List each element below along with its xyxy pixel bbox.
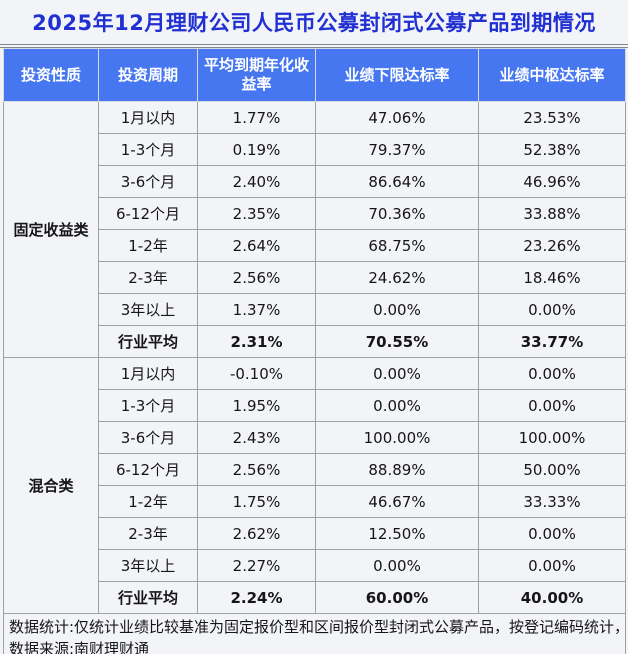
mid-rate-cell: 33.88% xyxy=(478,197,626,230)
table-body: 固定收益类 1月以内 1.77% 47.06% 23.53% 1-3个月 0.19% 79.3… xyxy=(3,101,626,614)
table-row: 3-6个月 2.40% 86.64% 46.96% xyxy=(4,165,626,198)
lower-rate-cell: 88.89% xyxy=(315,453,479,486)
avg-yield-cell: 2.56% xyxy=(197,453,316,486)
avg-yield-cell: 2.35% xyxy=(197,197,316,230)
maturity-table: 投资性质 投资周期 平均到期年化收益率 业绩下限达标率 业绩中枢达标率 固定收益… xyxy=(3,48,628,654)
avg-yield-cell: 2.27% xyxy=(197,549,316,582)
footer-note-line1: 数据统计:仅统计业绩比较基准为固定报价型和区间报价型封闭式公募产品，按登记编码统… xyxy=(9,618,628,636)
lower-rate-cell: 47.06% xyxy=(315,101,479,134)
table-row: 2-3年 2.56% 24.62% 18.46% xyxy=(4,261,626,294)
lower-rate-cell: 68.75% xyxy=(315,229,479,262)
avg-yield-cell: 2.56% xyxy=(197,261,316,294)
table-row: 混合类 1月以内 -0.10% 0.00% 0.00% xyxy=(3,357,626,614)
page-title: 2025年12月理财公司人民币公募封闭式公募产品到期情况 xyxy=(32,11,596,35)
mid-rate-cell: 0.00% xyxy=(478,517,626,550)
avg-yield-cell: 1.77% xyxy=(197,101,316,134)
mid-rate-cell: 33.33% xyxy=(478,485,626,518)
table-row: 2-3年 2.62% 12.50% 0.00% xyxy=(4,517,626,550)
period-cell: 2-3年 xyxy=(98,261,198,294)
period-cell: 6-12个月 xyxy=(98,453,198,486)
table-row: 固定收益类 1月以内 1.77% 47.06% 23.53% xyxy=(3,101,626,358)
period-cell: 1-2年 xyxy=(98,229,198,262)
lower-rate-cell: 46.67% xyxy=(315,485,479,518)
avg-yield-cell: 2.40% xyxy=(197,165,316,198)
period-cell: 6-12个月 xyxy=(98,197,198,230)
period-cell: 2-3年 xyxy=(98,517,198,550)
lower-rate-cell: 100.00% xyxy=(315,421,479,454)
avg-yield-cell: 2.24% xyxy=(197,581,316,614)
table-row: 1-2年 2.64% 68.75% 23.26% xyxy=(4,229,626,262)
table-row: 1-3个月 1.95% 0.00% 0.00% xyxy=(4,389,626,422)
footer-row: 数据统计:仅统计业绩比较基准为固定报价型和区间报价型封闭式公募产品，按登记编码统… xyxy=(3,613,628,654)
header-cell-investment-type: 投资性质 xyxy=(3,48,99,102)
footer-note-line2: 数据来源:南财理财通 xyxy=(9,639,150,654)
period-cell: 1月以内 xyxy=(98,101,198,134)
mid-rate-cell: 0.00% xyxy=(478,293,626,326)
mid-rate-cell: 40.00% xyxy=(478,581,626,614)
header-cell-mid-rate: 业绩中枢达标率 xyxy=(478,48,626,102)
header-cell-avg-yield: 平均到期年化收益率 xyxy=(197,48,316,102)
period-cell: 3年以上 xyxy=(98,293,198,326)
period-cell: 行业平均 xyxy=(98,581,198,614)
avg-yield-cell: 2.62% xyxy=(197,517,316,550)
lower-rate-cell: 86.64% xyxy=(315,165,479,198)
avg-yield-cell: 1.95% xyxy=(197,389,316,422)
mid-rate-cell: 23.53% xyxy=(478,101,626,134)
mid-rate-cell: 23.26% xyxy=(478,229,626,262)
mid-rate-cell: 0.00% xyxy=(478,389,626,422)
mid-rate-cell: 52.38% xyxy=(478,133,626,166)
period-cell: 1月以内 xyxy=(98,357,198,390)
period-cell: 3-6个月 xyxy=(98,421,198,454)
footer-note: 数据统计:仅统计业绩比较基准为固定报价型和区间报价型封闭式公募产品，按登记编码统… xyxy=(3,613,628,654)
title-separator xyxy=(0,44,628,48)
lower-rate-cell: 60.00% xyxy=(315,581,479,614)
lower-rate-cell: 0.00% xyxy=(315,357,479,390)
mid-rate-cell: 18.46% xyxy=(478,261,626,294)
period-cell: 3年以上 xyxy=(98,549,198,582)
avg-yield-cell: 2.31% xyxy=(197,325,316,358)
table-container: 投资性质 投资周期 平均到期年化收益率 业绩下限达标率 业绩中枢达标率 固定收益… xyxy=(0,48,628,654)
mid-rate-cell: 0.00% xyxy=(478,549,626,582)
table-row: 行业平均 2.24% 60.00% 40.00% xyxy=(4,581,626,614)
lower-rate-cell: 0.00% xyxy=(315,293,479,326)
mid-rate-cell: 50.00% xyxy=(478,453,626,486)
period-cell: 1-2年 xyxy=(98,485,198,518)
header-row: 投资性质 投资周期 平均到期年化收益率 业绩下限达标率 业绩中枢达标率 xyxy=(3,48,626,102)
avg-yield-cell: 1.37% xyxy=(197,293,316,326)
lower-rate-cell: 24.62% xyxy=(315,261,479,294)
mid-rate-cell: 0.00% xyxy=(478,357,626,390)
period-cell: 1-3个月 xyxy=(98,389,198,422)
period-cell: 3-6个月 xyxy=(98,165,198,198)
lower-rate-cell: 79.37% xyxy=(315,133,479,166)
category-cell: 混合类 xyxy=(3,357,99,614)
avg-yield-cell: -0.10% xyxy=(197,357,316,390)
avg-yield-cell: 2.43% xyxy=(197,421,316,454)
table-row: 3年以上 1.37% 0.00% 0.00% xyxy=(4,293,626,326)
period-cell: 1-3个月 xyxy=(98,133,198,166)
table-row: 3年以上 2.27% 0.00% 0.00% xyxy=(4,549,626,582)
category-cell: 固定收益类 xyxy=(3,101,99,358)
avg-yield-cell: 1.75% xyxy=(197,485,316,518)
mid-rate-cell: 33.77% xyxy=(478,325,626,358)
table-row: 3-6个月 2.43% 100.00% 100.00% xyxy=(4,421,626,454)
lower-rate-cell: 70.55% xyxy=(315,325,479,358)
lower-rate-cell: 12.50% xyxy=(315,517,479,550)
lower-rate-cell: 0.00% xyxy=(315,549,479,582)
period-cell: 行业平均 xyxy=(98,325,198,358)
table-row: 6-12个月 2.56% 88.89% 50.00% xyxy=(4,453,626,486)
table-footer: 数据统计:仅统计业绩比较基准为固定报价型和区间报价型封闭式公募产品，按登记编码统… xyxy=(3,613,628,654)
header-cell-investment-period: 投资周期 xyxy=(98,48,198,102)
header-cell-lower-rate: 业绩下限达标率 xyxy=(315,48,479,102)
mid-rate-cell: 46.96% xyxy=(478,165,626,198)
table-header: 投资性质 投资周期 平均到期年化收益率 业绩下限达标率 业绩中枢达标率 xyxy=(3,48,626,102)
lower-rate-cell: 70.36% xyxy=(315,197,479,230)
avg-yield-cell: 2.64% xyxy=(197,229,316,262)
mid-rate-cell: 100.00% xyxy=(478,421,626,454)
avg-yield-cell: 0.19% xyxy=(197,133,316,166)
lower-rate-cell: 0.00% xyxy=(315,389,479,422)
